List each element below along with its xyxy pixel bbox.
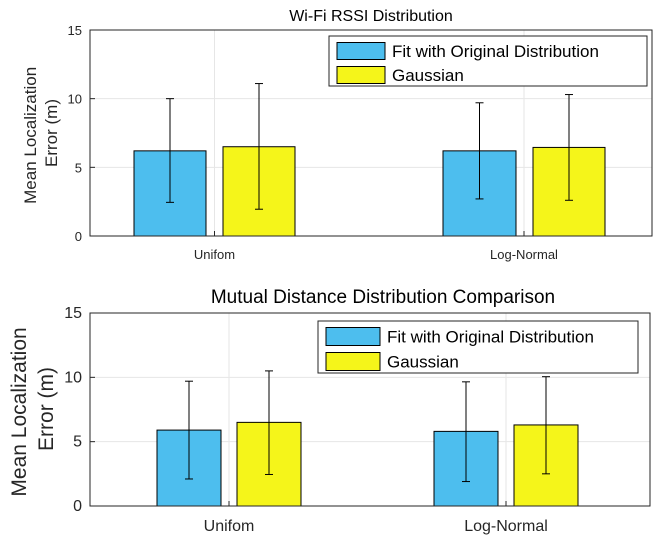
y-axis-label-line-1: Mean Localization bbox=[8, 327, 31, 496]
y-tick-label: 10 bbox=[68, 92, 82, 107]
legend-swatch bbox=[325, 327, 381, 346]
y-tick-label: 10 bbox=[64, 369, 82, 386]
y-tick-label: 15 bbox=[68, 23, 82, 38]
y-axis-label-line-2: Error (m) bbox=[42, 99, 61, 167]
x-tick-label: Log-Normal bbox=[490, 247, 558, 262]
axes-frame bbox=[89, 29, 653, 237]
legend-swatch bbox=[336, 66, 386, 84]
x-tick-label: Unifom bbox=[194, 247, 235, 262]
y-tick-label: 5 bbox=[73, 434, 82, 451]
y-axis-label-line-1: Mean Localization bbox=[21, 67, 40, 204]
chart-title: Wi-Fi RSSI Distribution bbox=[289, 8, 453, 25]
y-axis-label-line-2: Error (m) bbox=[35, 367, 58, 451]
y-axis-label: Mean Localization Error (m) bbox=[8, 321, 58, 496]
y-axis-label: Mean Localization Error (m) bbox=[21, 62, 61, 204]
legend: Fit with Original Distribution Gaussian bbox=[317, 320, 639, 374]
legend-swatch bbox=[336, 42, 386, 60]
chart-mutual-distance: Mutual Distance Distribution Comparison … bbox=[8, 287, 651, 535]
y-tick-label: 0 bbox=[75, 229, 82, 244]
plot-area: 0 5 10 15 Unifom Log-Normal Fit with Original … bbox=[68, 23, 653, 262]
x-tick-label: Log-Normal bbox=[464, 518, 548, 535]
x-tick-label: Unifom bbox=[204, 518, 255, 535]
axes-frame bbox=[89, 312, 651, 507]
plot-area: 0 5 10 15 Unifom Log-Normal Fit with Original … bbox=[64, 305, 651, 535]
chart-title: Mutual Distance Distribution Comparison bbox=[211, 287, 555, 308]
y-tick-label: 0 bbox=[73, 498, 82, 515]
y-tick-label: 5 bbox=[75, 160, 82, 175]
legend-label: Gaussian bbox=[392, 66, 464, 85]
legend: Fit with Original Distribution Gaussian bbox=[328, 35, 648, 87]
legend-swatch bbox=[325, 352, 381, 371]
y-tick-label: 15 bbox=[64, 305, 82, 322]
legend-label: Fit with Original Distribution bbox=[392, 42, 599, 61]
chart-wifi-rssi: Wi-Fi RSSI Distribution Mean Localizatio… bbox=[21, 8, 653, 262]
legend-label: Fit with Original Distribution bbox=[387, 328, 594, 347]
legend-label: Gaussian bbox=[387, 353, 459, 372]
